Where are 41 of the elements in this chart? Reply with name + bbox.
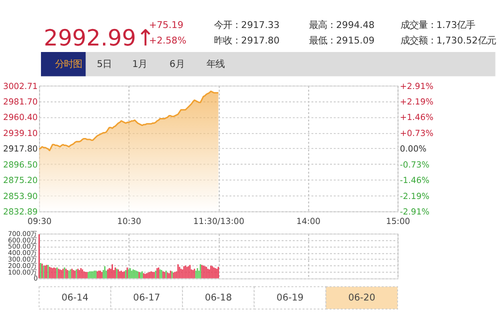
text: 成交量：1.73亿手	[400, 20, 476, 31]
text: 年线	[206, 58, 225, 70]
text: 今开：2917.33	[214, 20, 280, 31]
text: 最高：2994.48	[309, 20, 375, 31]
x-tick-label: 09:30	[28, 216, 52, 226]
x-tick-label: 15:00	[386, 216, 410, 226]
text: +75.19	[148, 20, 184, 31]
text: +2.58%	[148, 36, 186, 47]
y-tick-label: 2896.50	[3, 159, 38, 170]
text: 5日	[96, 58, 112, 70]
text: 昨收：2917.80	[214, 36, 280, 47]
y2-tick-label: +1.46%	[400, 112, 434, 122]
y2-tick-label: -1.46%	[400, 175, 430, 186]
y-tick-label: 2875.20	[3, 175, 38, 186]
text: 1月	[132, 58, 148, 70]
y2-tick-label: +2.91%	[400, 80, 434, 91]
y-tick-label: 2832.89	[3, 206, 38, 217]
y2-tick-label: +0.73%	[400, 128, 434, 138]
text: 06-17	[133, 292, 160, 304]
text: 06-20	[348, 292, 376, 304]
y-tick-label: 2939.10	[3, 128, 38, 138]
y-tick-label: 2853.90	[3, 190, 38, 201]
x-tick-label: 14:00	[296, 216, 320, 226]
y-tick-label: 2981.70	[3, 96, 38, 106]
x-tick-label: 11:30/13:00	[193, 216, 244, 226]
y2-tick-label: +2.19%	[400, 96, 434, 106]
text: 最低：2915.09	[309, 36, 375, 47]
y-tick-label: 2960.40	[3, 112, 38, 122]
y2-tick-label: 0.00%	[400, 144, 427, 154]
y2-tick-label: -0.73%	[400, 159, 430, 170]
y2-tick-label: -2.91%	[400, 206, 430, 217]
text: 06-19	[276, 292, 304, 304]
text: 6月	[169, 58, 184, 70]
text: 成交额：1,730.52亿元	[400, 36, 496, 47]
text: 分时图	[54, 58, 82, 70]
text: 06-18	[204, 292, 232, 304]
text: 06-14	[61, 292, 89, 304]
y-tick-label: 2917.80	[3, 144, 38, 154]
x-tick-label: 10:30	[117, 216, 142, 226]
y-tick-label: 3002.71	[3, 80, 38, 91]
y2-tick-label: -2.19%	[400, 190, 430, 201]
